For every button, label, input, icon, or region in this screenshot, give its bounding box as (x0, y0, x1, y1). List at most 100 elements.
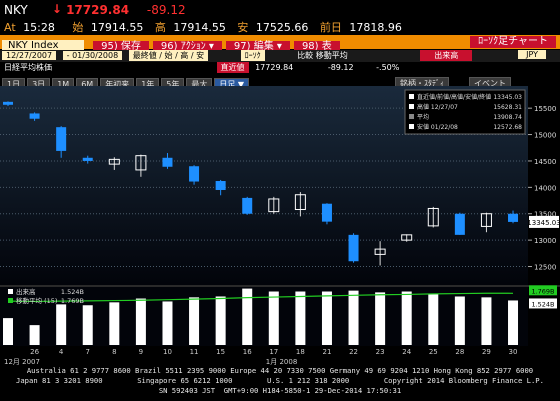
volume-bar (162, 301, 173, 345)
x-tick-label: 21 (322, 348, 331, 356)
toolbar-button[interactable]: 95) 保存 (93, 40, 149, 53)
candle-body (321, 203, 332, 222)
open: 17914.55 (90, 20, 144, 34)
legend-label: 高値 12/27/07 (417, 103, 458, 111)
candle-body (56, 127, 67, 151)
style[interactable]: ﾛｰｿｸ (240, 50, 265, 61)
toolbar-button[interactable]: 98) 表 (293, 40, 340, 53)
candle-body (82, 157, 93, 161)
volume-bar (321, 291, 332, 345)
settings-row: 12/27/2007 - 01/30/2008 最終値 / 始 / 高 / 安 … (0, 50, 560, 62)
legend-value: 1.524B (61, 288, 84, 296)
toolbar: NKY Index 95) 保存 96) ｱｸｼｮﾝ ▾ 97) 編集 ▾ 98) 表… (0, 35, 560, 53)
volume-bar (82, 305, 93, 345)
toolbar-button[interactable]: 97) 編集 ▾ (225, 40, 290, 53)
fields[interactable]: 最終値 / 始 / 高 / 安 (128, 50, 209, 61)
volume-bar (481, 297, 492, 345)
info-row: 日経平均株価 直近値 17729.84 -89.12 -.50% (0, 62, 560, 73)
volume-bar (215, 296, 226, 345)
low-label: 安 (237, 21, 249, 34)
legend-label: 平均 (417, 113, 429, 121)
candle-body (401, 234, 413, 241)
candle-body (135, 155, 147, 171)
y-tick-label: 15500 (534, 105, 556, 113)
value-tag-label: 1.769B (531, 287, 554, 295)
candle-body (454, 213, 465, 235)
ticker: NKY (4, 2, 28, 17)
x-tick-label: 25 (429, 348, 438, 356)
legend-value: 13908.74 (493, 114, 522, 121)
candle-body (374, 248, 386, 255)
legend-value: 15628.31 (493, 104, 522, 111)
volume-bar (56, 304, 67, 345)
legend-label: 直近値/前値/高値/安値/終値 (417, 93, 491, 101)
y-tick-label: 15000 (534, 132, 556, 140)
candle-body (29, 113, 40, 119)
x-tick-label: 9 (139, 348, 143, 356)
low: 17525.66 (255, 20, 309, 34)
start-date[interactable]: 12/27/2007 (2, 51, 57, 60)
security-box[interactable]: NKY Index (2, 39, 84, 52)
time: 15:28 (23, 20, 55, 34)
x-tick-label: 7 (86, 348, 90, 356)
info-pct: -.50% (376, 63, 400, 72)
candle-body (268, 198, 280, 213)
x-tick-label: 4 (59, 348, 64, 356)
footer: Australia 61 2 9777 8600 Brazil 5511 239… (0, 366, 560, 396)
x-tick-label: 24 (402, 348, 411, 356)
end-date[interactable]: - 01/30/2008 (62, 51, 123, 60)
candle-body (242, 197, 253, 214)
value-tag-label: 1.524B (531, 300, 554, 308)
legend-label: 移動平均 (15) (16, 296, 57, 305)
candle-body (427, 207, 439, 227)
high: 17914.55 (173, 20, 226, 34)
last-value: 17729.84 (66, 2, 130, 17)
volume-bar (135, 298, 146, 345)
volume-bar (268, 291, 279, 345)
y-tick-label: 14500 (534, 158, 556, 166)
x-tick-label: 17 (269, 348, 278, 356)
time-label: At (4, 20, 16, 34)
compare[interactable]: 比較 移動平均 (297, 51, 348, 60)
period-row: 1日 3日 1M 6M 年初来 1年 5年 最大 日足 ▼ 銘柄・ｽﾀﾃﾞｨ イベント (0, 73, 560, 91)
info-change: -89.12 (327, 63, 354, 72)
candle-body (480, 213, 492, 227)
value-tag (529, 298, 557, 309)
last-label: 直近値 (216, 62, 249, 73)
volume-bar (109, 302, 120, 345)
footer-line: SN 592403 JST GMT+9:00 H184-5850-1 29-De… (158, 386, 402, 395)
chart-name[interactable]: ﾛｰｿｸ足チャート (470, 36, 556, 48)
last-price: ↓ 17729.84 (51, 2, 130, 17)
x-tick-label: 29 (482, 348, 491, 356)
prev-label: 前日 (319, 21, 342, 34)
volume-bar (401, 291, 412, 345)
change: -89.12 (146, 2, 186, 17)
volume-bar (29, 325, 40, 345)
y-tick-label: 14000 (534, 184, 556, 192)
high-label: 高 (154, 21, 166, 34)
candle-body (162, 157, 173, 167)
volume-button[interactable]: 出来高 (420, 50, 473, 61)
candle-body (108, 158, 120, 165)
x-tick-label: 8 (112, 348, 116, 356)
candle-body (294, 194, 306, 211)
y-tick-label: 13500 (534, 211, 556, 219)
moving-average-line (7, 292, 514, 303)
legend-label: 出来高 (16, 287, 36, 296)
candle-body (3, 101, 13, 105)
legend-swatch (409, 104, 414, 109)
month-label: 12月 2007 (4, 358, 40, 366)
x-tick-label: 10 (163, 348, 172, 356)
x-tick-label: 18 (296, 348, 305, 356)
candle-body (348, 234, 359, 262)
volume-bar (508, 300, 519, 345)
toolbar-buttons: 95) 保存 96) ｱｸｼｮﾝ ▾ 97) 編集 ▾ 98) 表 (89, 36, 340, 55)
x-tick-label: 30 (509, 348, 518, 356)
legend-swatch (409, 114, 414, 119)
x-tick-label: 11 (190, 348, 199, 356)
volume-bar (189, 297, 200, 345)
prev: 17818.96 (349, 20, 402, 34)
toolbar-button[interactable]: 96) ｱｸｼｮﾝ ▾ (152, 40, 222, 53)
currency[interactable]: JPY (518, 50, 546, 59)
